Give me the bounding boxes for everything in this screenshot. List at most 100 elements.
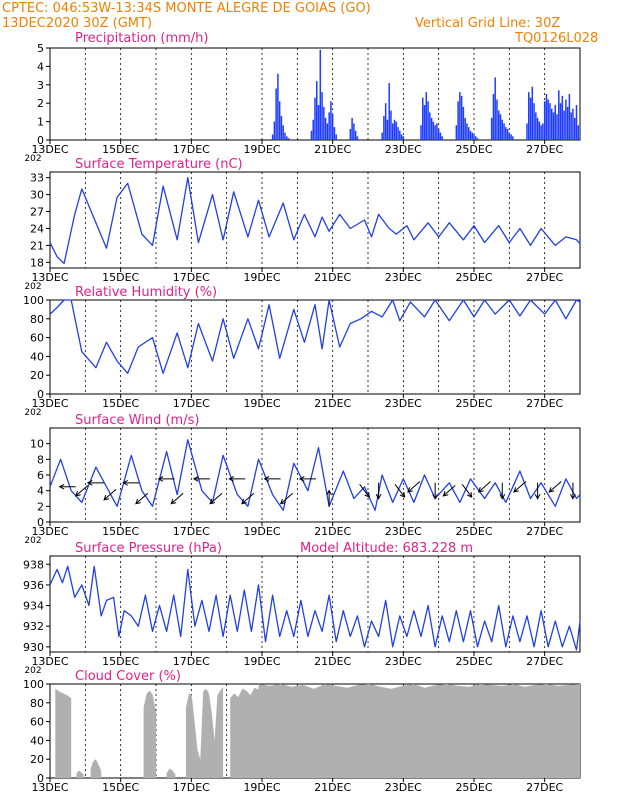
precip-bar [314,97,316,140]
precip-bar [506,128,509,140]
pressure-y-tick-label: 930 [23,641,44,654]
precipitation-x-tick-label: 17DEC [173,143,210,156]
cloud-cover-y-tick-label: 60 [30,716,44,729]
humidity-y-tick-label: 100 [23,294,44,307]
wind-arrow-head [364,492,370,498]
precip-bar [397,127,399,140]
precip-bar [434,125,436,140]
wind-panel [46,427,581,526]
wind-arrow-head [157,476,164,482]
precip-bar [545,94,548,140]
precip-bar [552,112,555,140]
precip-bar [531,86,534,140]
precip-bar [395,121,398,140]
precip-bar [565,99,567,140]
cloud-cover-y-tick-label: 80 [30,697,44,710]
wind-y-tick-label: 4 [37,485,44,498]
precip-bar [577,125,579,140]
wind-x-tick-label: 19DEC [243,525,280,538]
humidity-y-tick-label: 80 [30,313,44,326]
pressure-x-tick-label: 23DEC [385,655,422,668]
precip-bar [499,114,502,140]
wind-arrow [103,489,117,501]
precip-bar [429,112,431,140]
precipitation-y-tick-label: 4 [37,60,44,73]
temperature-y-tick-label: 24 [30,222,44,235]
temperature-frame [49,171,581,269]
precipitation-panel [46,47,581,144]
cloud-area [186,686,224,778]
precip-bar [503,123,505,140]
pressure-title: Surface Pressure (hPa) [75,541,222,556]
precip-bar [441,136,443,140]
precip-bar [496,99,498,140]
precip-bar [316,81,318,140]
precipitation-x-tick-label: 25DEC [455,143,492,156]
precip-bar [284,132,286,140]
wind-year-fragment: 202 [24,536,41,546]
pressure-x-tick-label: 27DEC [526,655,563,668]
precip-bar [573,117,576,140]
wind-x-tick-label: 25DEC [455,525,492,538]
wind-arrow-head [432,494,438,500]
precip-bar [464,117,466,140]
precip-bar [563,110,565,140]
precip-bar [528,92,530,140]
wind-arrow-head [534,494,541,500]
pressure-series-line [49,565,581,651]
wind-arrow [241,492,255,505]
precip-bar [473,134,475,140]
wind-x-tick-label: 21DEC [314,525,351,538]
precip-bar [432,121,435,140]
precip-bar [561,95,564,140]
temperature-x-tick-label: 27DEC [526,271,563,284]
precip-bar [494,77,496,140]
precip-bar [460,95,463,140]
precip-bar [475,136,477,140]
precip-bar [508,132,511,140]
precip-bar [457,101,459,140]
humidity-x-tick-label: 13DEC [31,397,68,410]
precip-bar [469,130,472,140]
wind-arrow-head [279,498,286,505]
precipitation-year-fragment: 202 [24,154,41,164]
precipitation-y-tick-label: 2 [37,97,44,110]
precip-bar [425,92,428,140]
wind-arrow [135,492,149,505]
precipitation-x-tick-label: 23DEC [385,143,422,156]
humidity-x-tick-label: 19DEC [243,397,280,410]
precip-bar [575,105,578,140]
wind-x-tick-label: 15DEC [102,525,139,538]
precip-bar [570,112,572,140]
humidity-x-tick-label: 25DEC [455,397,492,410]
cloud-cover-y-tick-label: 100 [23,678,44,691]
wind-arrow-head [548,487,555,493]
precip-bar [353,123,355,140]
cloud-area [55,688,72,778]
precip-bar [572,108,574,140]
precip-bar [543,101,546,140]
wind-arrow [478,481,491,493]
precip-bar [351,117,353,140]
precip-bar [402,136,405,140]
precip-bar [349,128,352,140]
humidity-title: Relative Humidity (%) [75,285,217,300]
wind-arrow-head [170,498,177,505]
precipitation-x-tick-label: 13DEC [31,143,68,156]
temperature-x-tick-label: 21DEC [314,271,351,284]
temperature-y-tick-label: 27 [30,206,44,219]
cloud-area [166,768,176,778]
wind-y-tick-label: 6 [37,469,44,482]
wind-arrow-head [58,483,65,490]
precip-bar [549,103,551,140]
humidity-series-line [49,299,581,374]
temperature-x-tick-label: 15DEC [102,271,139,284]
precip-bar [310,130,313,140]
precip-bar [490,117,493,140]
precip-bar [430,117,433,140]
wind-x-tick-label: 13DEC [31,525,68,538]
precip-bar [462,106,465,140]
cloud-cover-x-tick-label: 17DEC [173,781,210,794]
humidity-x-tick-label: 21DEC [314,397,351,410]
